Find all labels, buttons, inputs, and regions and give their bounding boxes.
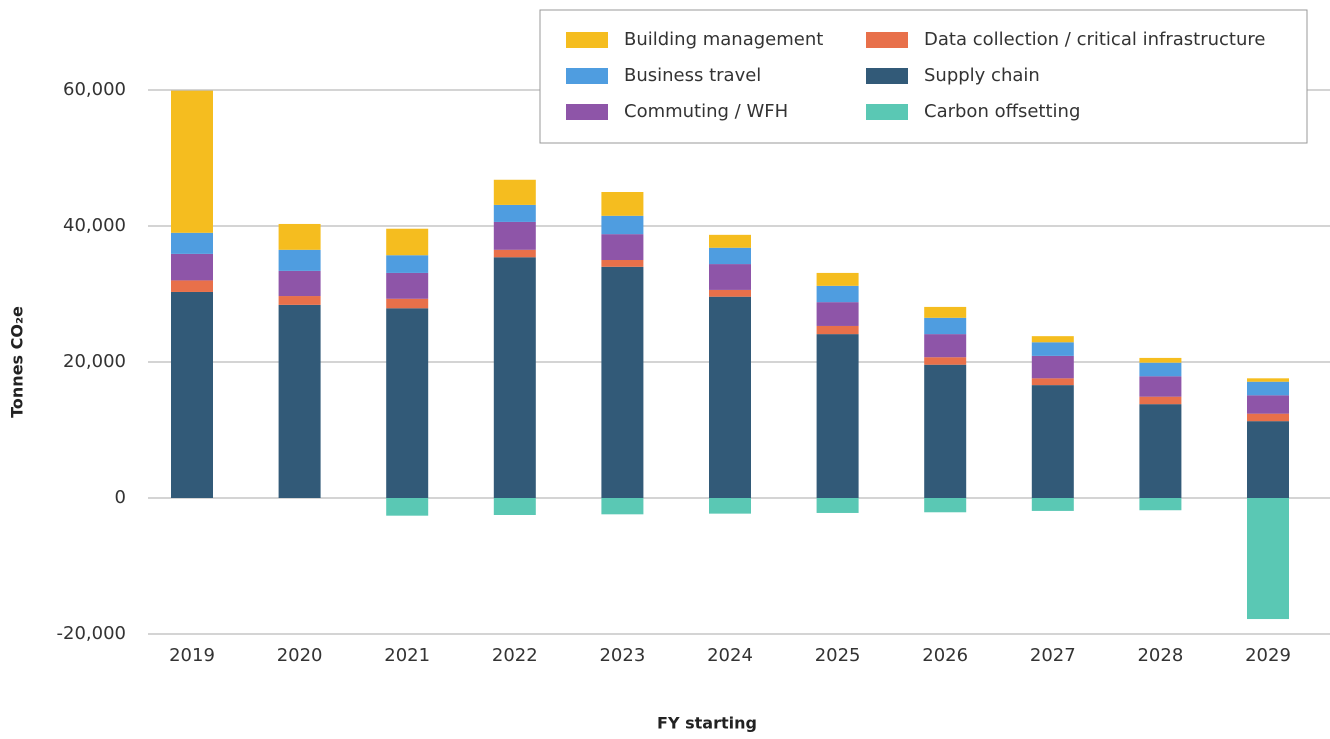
bar-segment [386,308,429,498]
bar-segment [278,304,321,498]
legend-swatch [866,68,908,84]
x-tick-label: 2027 [1030,645,1076,666]
bar-segment [386,298,429,309]
bar-segment [816,325,859,335]
bar-segment [1139,396,1182,405]
x-axis-title: FY starting [657,714,757,733]
bar-segment [816,302,859,326]
bar-segment [171,253,213,281]
bar-segment [493,249,536,258]
x-tick-label: 2028 [1137,645,1183,666]
bar-segment [1031,378,1074,386]
bar-segment [493,221,536,250]
bar-segment [709,289,751,297]
bar-segment [709,247,751,265]
x-tick-label: 2023 [599,645,645,666]
bar-segment [1031,355,1074,379]
bar-segment [601,215,644,235]
y-tick-label: 0 [115,487,126,508]
bar-segment [816,334,859,498]
x-tick-label: 2021 [384,645,430,666]
legend-swatch [566,104,608,120]
y-axis-title: Tonnes CO₂e [8,306,27,418]
bar-segment [1031,336,1074,343]
bar-segment [709,498,751,514]
legend-label: Commuting / WFH [624,101,788,122]
bar-segment [601,498,644,515]
bar-segment [493,179,536,205]
bar-segment [816,285,859,303]
bar-segment [1139,362,1182,377]
bar-segment [493,498,536,515]
x-tick-label: 2020 [277,645,323,666]
bar-segment [1139,376,1182,397]
y-tick-label: 20,000 [63,351,126,372]
legend-swatch [566,68,608,84]
bar-segment [1247,378,1289,382]
legend-swatch [866,32,908,48]
bar-segment [924,306,967,318]
x-tick-label: 2022 [492,645,538,666]
bar-segment [171,280,213,292]
bar-segment [924,357,967,365]
bar-segment [171,291,213,498]
x-tick-label: 2029 [1245,645,1291,666]
bar-segment [601,234,644,260]
bar-segment [601,266,644,498]
bar-segment [709,264,751,290]
bar-segment [816,498,859,513]
bar-segment [601,260,644,267]
bar-segment [1139,404,1182,498]
legend-label: Business travel [624,65,761,86]
bar-segment [171,232,213,254]
x-tick-label: 2019 [169,645,215,666]
bar-segment [278,296,321,305]
bar-segment [1031,498,1074,511]
bar-segment [386,228,429,256]
legend-label: Carbon offsetting [924,101,1080,122]
legend-label: Data collection / critical infrastructur… [924,29,1265,50]
bar-segment [1031,385,1074,498]
y-tick-label: 40,000 [63,215,126,236]
legend-swatch [566,32,608,48]
bar-segment [1031,342,1074,356]
bar-segment [1247,381,1289,396]
bar-segment [1247,395,1289,414]
bar-segment [1139,498,1182,511]
x-tick-label: 2025 [815,645,861,666]
bar-segment [1139,357,1182,363]
bar-segment [601,192,644,216]
bar-segment [1247,498,1289,620]
bar-segment [278,249,321,271]
y-tick-label: 60,000 [63,79,126,100]
bar-segment [1247,413,1289,422]
bar-segment [386,255,429,273]
legend-label: Building management [624,29,823,50]
x-tick-label: 2026 [922,645,968,666]
legend-label: Supply chain [924,65,1040,86]
y-tick-label: -20,000 [57,623,126,644]
bar-segment [278,270,321,297]
bar-segment [386,498,429,516]
bar-segment [709,296,751,498]
bar-segment [924,498,967,513]
bar-segment [816,272,859,286]
legend-box [539,9,1308,144]
bar-segment [493,204,536,222]
bar-segment [171,90,213,233]
bar-segment [278,223,321,250]
bar-segment [386,272,429,299]
bar-segment [924,334,967,358]
bar-segment [1247,421,1289,498]
legend-swatch [866,104,908,120]
x-tick-label: 2024 [707,645,753,666]
bar-segment [924,317,967,335]
bar-segment [493,257,536,498]
bar-segment [924,364,967,498]
bar-segment [709,234,751,248]
